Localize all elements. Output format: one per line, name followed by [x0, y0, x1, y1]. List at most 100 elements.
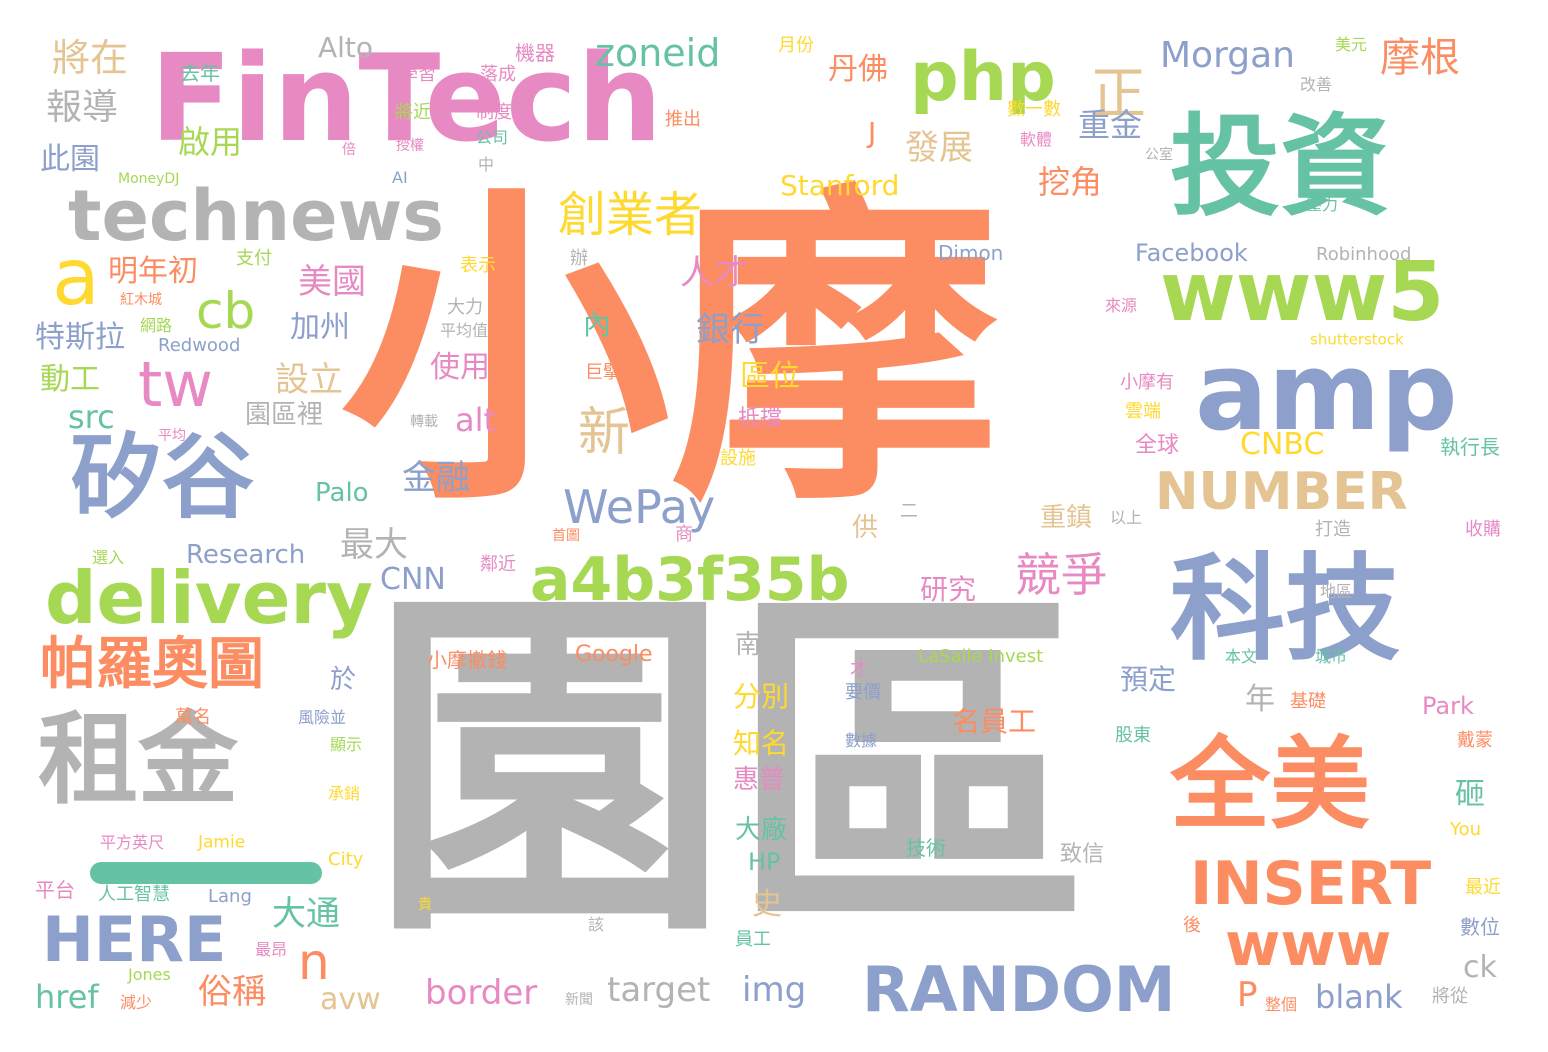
word-175: 將從	[1432, 986, 1468, 1007]
word-159: 數位	[1460, 915, 1500, 939]
word-8: technews	[68, 175, 444, 257]
word-59: 倍	[342, 142, 356, 158]
word-77: 平均值	[440, 321, 489, 340]
word-135: 知名	[733, 727, 790, 760]
word-137: 股東	[1115, 725, 1151, 746]
word-148: 致信	[1060, 842, 1105, 867]
word-71: Facebook	[1135, 239, 1248, 267]
word-73: Robinhood	[1316, 244, 1412, 265]
green-bar-mark	[90, 862, 322, 884]
word-166: img	[742, 970, 807, 1010]
word-6: www5	[1160, 245, 1445, 340]
word-17: HERE	[42, 903, 227, 976]
word-151: 史	[752, 887, 782, 922]
word-3: 投資	[1170, 103, 1390, 231]
word-84: 使用	[430, 350, 490, 385]
word-16: RANDOM	[862, 953, 1176, 1026]
word-150: 大通	[272, 894, 340, 934]
word-123: 於	[330, 665, 357, 695]
word-47: 將近	[395, 102, 431, 123]
word-13: a4b3f35b	[530, 545, 850, 615]
word-67: 美國	[298, 262, 366, 302]
word-139: 惠普	[733, 765, 786, 795]
word-173: 新聞	[565, 992, 593, 1008]
word-70: 銀行	[696, 310, 764, 350]
word-31: 摩根	[1380, 35, 1460, 81]
word-21: 創業者	[558, 187, 703, 243]
word-124: 分別	[733, 680, 790, 713]
word-20: zoneid	[595, 31, 721, 75]
word-22: WePay	[563, 480, 716, 534]
word-134: 顯示	[330, 735, 363, 754]
word-158: 員工	[735, 929, 771, 950]
word-43: 重金	[1078, 106, 1143, 144]
word-120: 小摩撤錢	[427, 648, 507, 672]
word-38: 美元	[1335, 35, 1368, 54]
word-171: href	[35, 978, 99, 1016]
word-155: 貴	[418, 897, 432, 913]
word-97: CNBC	[1240, 427, 1325, 462]
word-96: 全球	[1135, 433, 1180, 458]
word-149: HP	[748, 848, 781, 876]
word-2: FinTech	[150, 30, 663, 169]
word-45: 挖角	[1038, 163, 1103, 201]
word-85: 內	[583, 308, 612, 341]
word-35: Alto	[318, 31, 374, 64]
word-62: 壓力	[1306, 195, 1339, 214]
word-12: delivery	[45, 556, 373, 640]
word-154: Lang	[208, 886, 252, 907]
word-29: 正	[1090, 62, 1146, 127]
word-88: 小摩有	[1120, 372, 1174, 393]
word-83: 設立	[275, 360, 343, 400]
word-92: 抵擋	[738, 406, 783, 431]
word-128: 年	[1245, 682, 1275, 717]
word-55: Stanford	[780, 169, 900, 202]
word-130: Park	[1422, 692, 1474, 720]
word-110: 首圖	[552, 528, 580, 544]
word-57: AI	[392, 168, 408, 187]
word-44: 發展	[905, 128, 973, 168]
word-108: 供	[852, 513, 879, 543]
word-49: 公司	[476, 128, 509, 147]
word-23: 競爭	[1015, 548, 1107, 602]
word-109: 研究	[920, 573, 977, 606]
word-1: 園區	[370, 560, 1090, 979]
word-41: 改善	[1300, 75, 1333, 94]
word-28: 新	[578, 403, 631, 463]
word-14: INSERT	[1190, 849, 1432, 919]
word-64: 支付	[236, 248, 272, 269]
word-51: 數一數	[1007, 99, 1061, 120]
word-50: 推出	[665, 109, 701, 130]
word-52: 軟體	[1020, 130, 1053, 149]
word-136: 數據	[845, 731, 878, 750]
word-61: 公室	[1145, 147, 1173, 163]
word-131: 名員工	[952, 705, 1037, 738]
word-122: LaSalle Invest	[918, 646, 1044, 667]
word-157: 最近	[1465, 877, 1501, 898]
word-89: src	[68, 398, 115, 436]
word-19: 帕羅奧圖	[40, 632, 264, 697]
word-76: 大力	[447, 297, 483, 318]
word-79: 特斯拉	[35, 320, 125, 355]
word-118: 城市	[1315, 647, 1348, 666]
word-112: Research	[186, 540, 306, 570]
word-34: 去年	[180, 61, 220, 85]
word-129: 基礎	[1290, 691, 1326, 712]
word-174: 整個	[1265, 995, 1298, 1014]
word-140: 砸	[1455, 777, 1485, 812]
word-153: 人工智慧	[98, 884, 170, 905]
word-141: 承銷	[328, 784, 361, 803]
word-126: 才	[850, 659, 868, 680]
word-107: 最大	[340, 525, 408, 565]
word-10: 租金	[38, 701, 238, 818]
word-60: 中	[478, 155, 495, 174]
word-15: www	[1225, 910, 1392, 980]
word-39: 學習	[400, 64, 436, 85]
word-40: 落成	[480, 64, 516, 85]
word-105: 打造	[1315, 519, 1351, 540]
word-27: n	[298, 933, 330, 991]
word-127: 要價	[845, 682, 881, 703]
word-36: 機器	[515, 41, 555, 65]
word-121: Google	[575, 642, 653, 667]
word-58: 授權	[396, 138, 424, 154]
